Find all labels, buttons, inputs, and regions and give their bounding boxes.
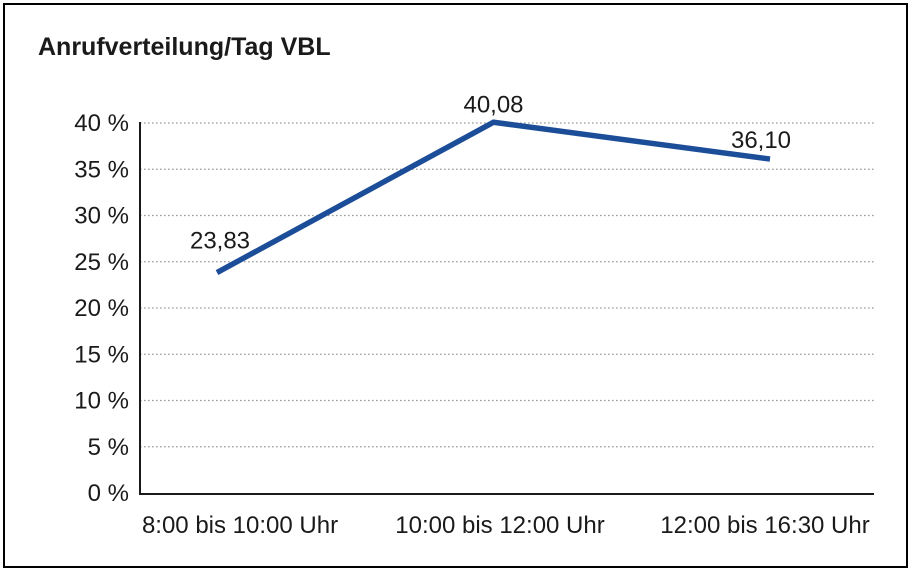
chart-title: Anrufverteilung/Tag VBL bbox=[38, 33, 331, 61]
y-tick-label: 20 % bbox=[74, 295, 129, 322]
data-point-label: 36,10 bbox=[731, 127, 791, 154]
y-tick-label: 10 % bbox=[74, 388, 129, 415]
data-point-label: 23,83 bbox=[190, 228, 250, 255]
data-line bbox=[215, 119, 771, 275]
x-category-label: 10:00 bis 12:00 Uhr bbox=[395, 512, 604, 539]
y-tick-label: 35 % bbox=[74, 156, 129, 183]
y-tick-label: 0 % bbox=[88, 480, 129, 507]
y-tick-label: 40 % bbox=[74, 110, 129, 137]
y-tick-label: 30 % bbox=[74, 203, 129, 230]
x-category-label: 12:00 bis 16:30 Uhr bbox=[660, 512, 869, 539]
y-tick-label: 25 % bbox=[74, 249, 129, 276]
x-category-label: 8:00 bis 10:00 Uhr bbox=[142, 512, 338, 539]
y-tick-label: 5 % bbox=[88, 434, 129, 461]
y-tick-label: 15 % bbox=[74, 341, 129, 368]
data-point-label: 40,08 bbox=[463, 91, 523, 118]
